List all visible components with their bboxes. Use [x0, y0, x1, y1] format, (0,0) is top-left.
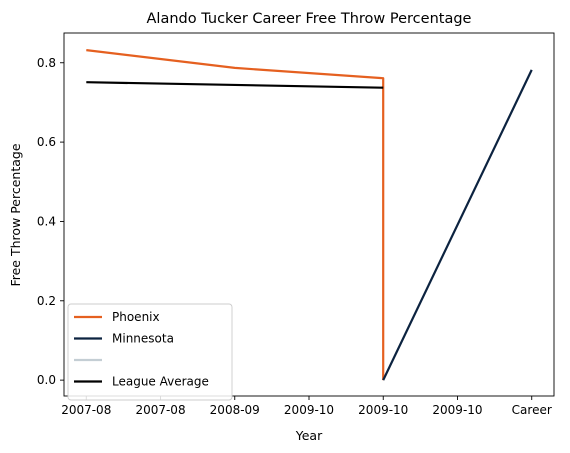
x-axis-label: Year	[295, 428, 323, 443]
series-line-1	[382, 69, 533, 381]
y-axis-label: Free Throw Percentage	[8, 143, 23, 286]
legend-label: Phoenix	[112, 310, 160, 324]
series-line-3	[86, 81, 384, 89]
x-tick-label: 2009-10	[432, 403, 482, 417]
x-tick-label: 2007-08	[135, 403, 185, 417]
x-tick-label: 2009-10	[284, 403, 334, 417]
x-axis-ticks: 2007-08 2007-08 2008-09 2009-10 2009-10 2009-…	[61, 396, 552, 417]
series-line-0	[86, 49, 385, 381]
y-tick-label: 0.4	[37, 214, 56, 228]
y-tick-label: 0.0	[37, 373, 56, 387]
x-tick-label: 2009-10	[358, 403, 408, 417]
y-tick-label: 0.6	[37, 135, 56, 149]
x-tick-label: Career	[512, 403, 552, 417]
legend-label: League Average	[112, 375, 209, 389]
y-tick-label: 0.8	[37, 56, 56, 70]
legend-box	[67, 303, 233, 401]
chart-title: Alando Tucker Career Free Throw Percenta…	[147, 11, 472, 27]
x-tick-label: 2007-08	[61, 403, 111, 417]
plot-area	[63, 32, 555, 397]
legend: Phoenix Minnesota League Average	[67, 303, 233, 401]
y-axis-ticks: 0.0 0.2 0.4 0.6 0.8	[37, 56, 64, 387]
x-tick-label: 2008-09	[210, 403, 260, 417]
y-tick-label: 0.2	[37, 294, 56, 308]
legend-label: Minnesota	[112, 332, 174, 346]
